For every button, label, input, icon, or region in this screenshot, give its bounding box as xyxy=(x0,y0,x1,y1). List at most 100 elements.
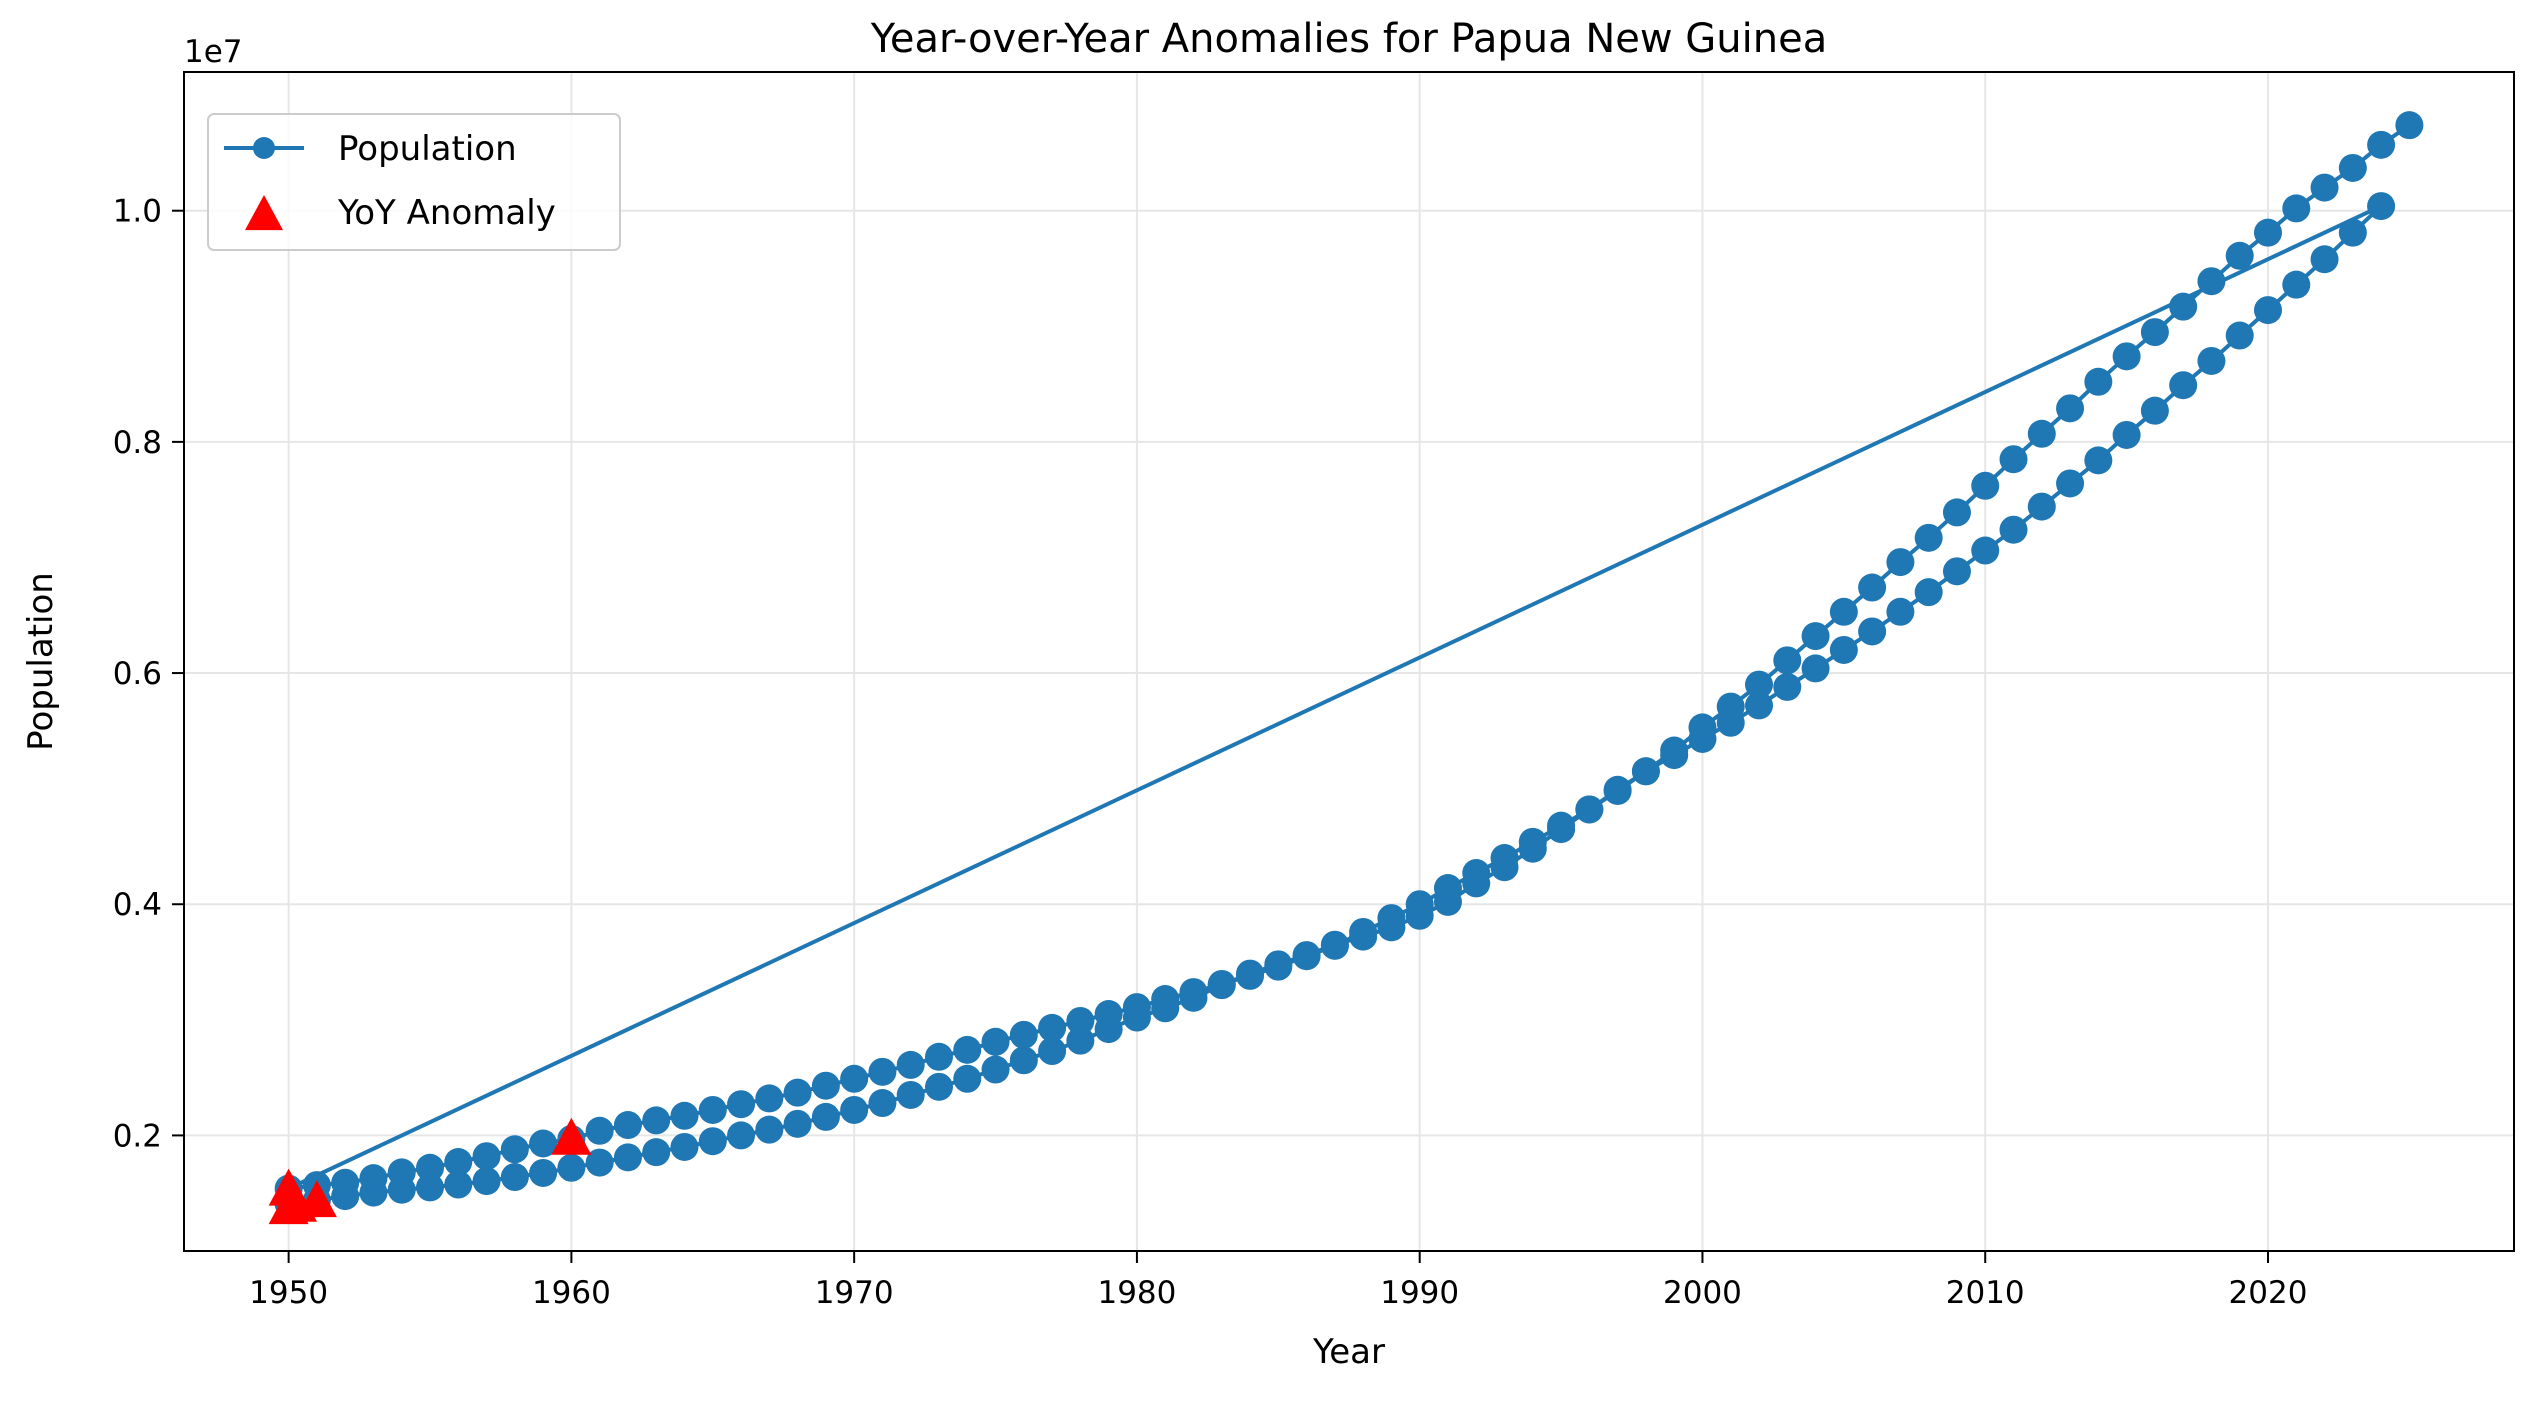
population-point xyxy=(1688,713,1717,742)
population-point xyxy=(1405,890,1434,919)
x-tick-label: 1990 xyxy=(1380,1275,1459,1311)
population-point xyxy=(444,1170,473,1199)
population-point xyxy=(727,1121,756,1150)
y-tick-label: 1.0 xyxy=(113,194,162,230)
x-tick-label: 1970 xyxy=(815,1275,894,1311)
legend: Population YoY Anomaly xyxy=(207,113,621,251)
x-tick-label: 2020 xyxy=(2229,1275,2308,1311)
population-point xyxy=(472,1167,501,1196)
population-point xyxy=(359,1164,388,1193)
population-point xyxy=(1292,942,1321,971)
population-point xyxy=(1971,536,2000,565)
population-point xyxy=(1886,597,1915,626)
population-point xyxy=(2056,394,2085,423)
x-tick-label: 1980 xyxy=(1097,1275,1176,1311)
population-point xyxy=(2169,292,2198,321)
population-point xyxy=(2084,367,2113,396)
population-point xyxy=(1236,961,1265,990)
population-point xyxy=(783,1078,812,1107)
population-point xyxy=(2056,469,2085,498)
population-point xyxy=(1575,795,1604,824)
population-point xyxy=(1745,670,1774,699)
population-point xyxy=(2197,346,2226,375)
population-point xyxy=(670,1101,699,1130)
population-point xyxy=(1886,548,1915,577)
population-point xyxy=(1801,654,1830,683)
population-point xyxy=(924,1042,953,1071)
population-point xyxy=(755,1084,784,1113)
y-tick-label: 0.6 xyxy=(113,656,162,692)
population-point xyxy=(387,1158,416,1187)
population-point xyxy=(2282,194,2311,223)
population-point xyxy=(2084,446,2113,475)
population-point xyxy=(2225,321,2254,350)
population-point xyxy=(811,1102,840,1131)
population-point xyxy=(557,1153,586,1182)
x-tick-label: 1960 xyxy=(532,1275,611,1311)
population-point xyxy=(1547,811,1576,840)
legend-box xyxy=(207,113,621,251)
population-point xyxy=(698,1127,727,1156)
legend-population-marker xyxy=(253,137,275,159)
population-point xyxy=(1858,617,1887,646)
population-point xyxy=(1094,1000,1123,1029)
population-point xyxy=(727,1090,756,1119)
population-point xyxy=(1971,471,2000,500)
population-point xyxy=(2338,153,2367,182)
population-point xyxy=(811,1071,840,1100)
population-point xyxy=(2140,318,2169,347)
population-point xyxy=(1999,515,2028,544)
population-point xyxy=(472,1142,501,1171)
population-point xyxy=(981,1027,1010,1056)
population-point xyxy=(2282,270,2311,299)
population-point xyxy=(1603,776,1632,805)
population-point xyxy=(1518,827,1547,856)
population-point xyxy=(1038,1013,1067,1042)
anomaly-point xyxy=(296,1180,337,1218)
y-tick-label: 0.8 xyxy=(113,425,162,461)
population-point xyxy=(924,1072,953,1101)
population-point xyxy=(1914,578,1943,607)
population-point xyxy=(2225,241,2254,270)
population-point xyxy=(1660,736,1689,765)
population-point xyxy=(2367,130,2396,159)
population-line-layer xyxy=(286,123,2411,1206)
population-point xyxy=(642,1106,671,1135)
y-tick-label: 0.2 xyxy=(113,1118,162,1154)
grid-layer xyxy=(184,72,2514,1251)
y-axis-ticks: 0.2 0.4 0.6 0.8 1.0 xyxy=(113,194,184,1154)
population-point xyxy=(953,1064,982,1093)
plot-frame xyxy=(183,71,2515,1252)
legend-anomaly-marker xyxy=(245,195,283,231)
population-point xyxy=(868,1057,897,1086)
population-point xyxy=(2027,492,2056,521)
population-point xyxy=(529,1129,558,1158)
population-point xyxy=(783,1109,812,1138)
population-point xyxy=(1377,904,1406,933)
population-point xyxy=(500,1163,529,1192)
population-point xyxy=(896,1050,925,1079)
population-point xyxy=(840,1095,869,1124)
population-point xyxy=(1914,523,1943,552)
population-point xyxy=(1151,985,1180,1014)
population-point xyxy=(840,1064,869,1093)
population-point xyxy=(953,1035,982,1064)
population-point xyxy=(1942,498,1971,527)
x-axis-ticks: 1950 1960 1970 1980 1990 2000 2010 2020 xyxy=(249,1251,2307,1311)
population-point xyxy=(2310,173,2339,202)
population-point xyxy=(416,1153,445,1182)
population-point xyxy=(896,1080,925,1109)
population-point xyxy=(1773,672,1802,701)
x-axis-label: Year xyxy=(1312,1332,1385,1372)
population-point xyxy=(2253,296,2282,325)
population-point xyxy=(2310,245,2339,274)
population-point xyxy=(2253,218,2282,247)
population-point xyxy=(1801,622,1830,651)
population-point xyxy=(585,1148,614,1177)
population-point xyxy=(1009,1046,1038,1075)
legend-population-label: Population xyxy=(338,129,517,169)
population-point xyxy=(1009,1020,1038,1049)
population-point xyxy=(1490,844,1519,872)
population-point xyxy=(1264,952,1293,981)
population-point xyxy=(1179,978,1208,1007)
